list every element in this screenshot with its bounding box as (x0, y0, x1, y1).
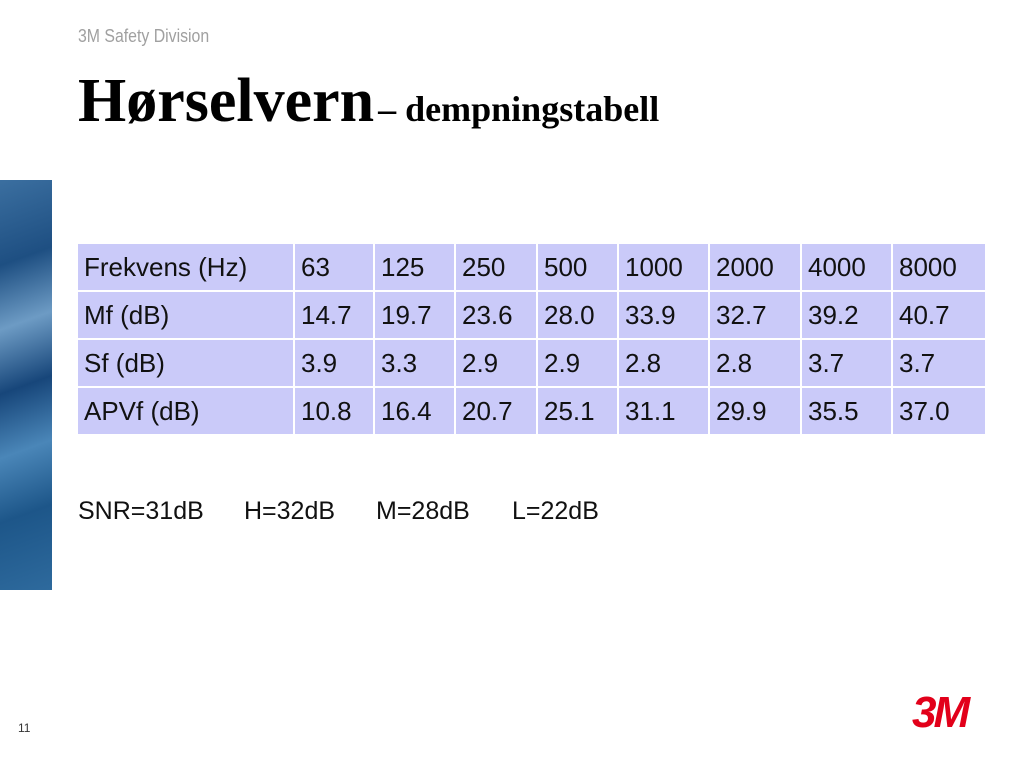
rating: H=32dB (244, 497, 336, 525)
logo: 3M (912, 688, 970, 737)
table-cell: 3.7 (893, 340, 985, 386)
table-cell: 3.7 (802, 340, 891, 386)
table-cell: 2000 (710, 244, 800, 290)
table-cell: 39.2 (802, 292, 891, 338)
table-cell: 40.7 (893, 292, 985, 338)
title-sub: – dempningstabell (378, 89, 660, 129)
table-row: APVf (dB) 10.8 16.4 20.7 25.1 31.1 29.9 35.5 37.… (78, 388, 985, 434)
table-cell: 35.5 (802, 388, 891, 434)
table-cell: 250 (456, 244, 536, 290)
table-cell: 125 (375, 244, 454, 290)
row-header: Sf (dB) (78, 340, 293, 386)
table-cell: 28.0 (538, 292, 617, 338)
division-label: 3M Safety Division (78, 26, 210, 46)
row-header: Mf (dB) (78, 292, 293, 338)
table-cell: 23.6 (456, 292, 536, 338)
table-cell: 2.9 (456, 340, 536, 386)
table-row: Mf (dB) 14.7 19.7 23.6 28.0 33.9 32.7 39.2 40.7 (78, 292, 985, 338)
table-row: Frekvens (Hz) 63 125 250 500 1000 2000 4000 8000 (78, 244, 985, 290)
table-cell: 37.0 (893, 388, 985, 434)
table-cell: 31.1 (619, 388, 708, 434)
ratings: SNR=31dB H=32dB M=28dB L=22dB (78, 497, 599, 526)
table-cell: 500 (538, 244, 617, 290)
row-header: APVf (dB) (78, 388, 293, 434)
title: Hørselvern – dempningstabell (78, 66, 659, 137)
table-cell: 2.8 (710, 340, 800, 386)
table-cell: 8000 (893, 244, 985, 290)
attenuation-table: Frekvens (Hz) 63 125 250 500 1000 2000 4000 8000… (76, 242, 987, 436)
title-main: Hørselvern (78, 67, 375, 135)
table-cell: 25.1 (538, 388, 617, 434)
rating: SNR=31dB (78, 497, 204, 525)
table-cell: 16.4 (375, 388, 454, 434)
table-cell: 32.7 (710, 292, 800, 338)
row-header: Frekvens (Hz) (78, 244, 293, 290)
table-cell: 33.9 (619, 292, 708, 338)
table-cell: 20.7 (456, 388, 536, 434)
table-cell: 10.8 (295, 388, 373, 434)
rating: M=28dB (376, 497, 470, 525)
table-cell: 29.9 (710, 388, 800, 434)
table-cell: 4000 (802, 244, 891, 290)
table-cell: 3.3 (375, 340, 454, 386)
page-number: 11 (18, 721, 31, 735)
table-cell: 19.7 (375, 292, 454, 338)
rating: L=22dB (512, 497, 599, 525)
table-row: Sf (dB) 3.9 3.3 2.9 2.9 2.8 2.8 3.7 3.7 (78, 340, 985, 386)
table-cell: 1000 (619, 244, 708, 290)
table-cell: 2.8 (619, 340, 708, 386)
decorative-strip (0, 180, 52, 590)
table-cell: 14.7 (295, 292, 373, 338)
table-cell: 3.9 (295, 340, 373, 386)
table-cell: 2.9 (538, 340, 617, 386)
table-cell: 63 (295, 244, 373, 290)
